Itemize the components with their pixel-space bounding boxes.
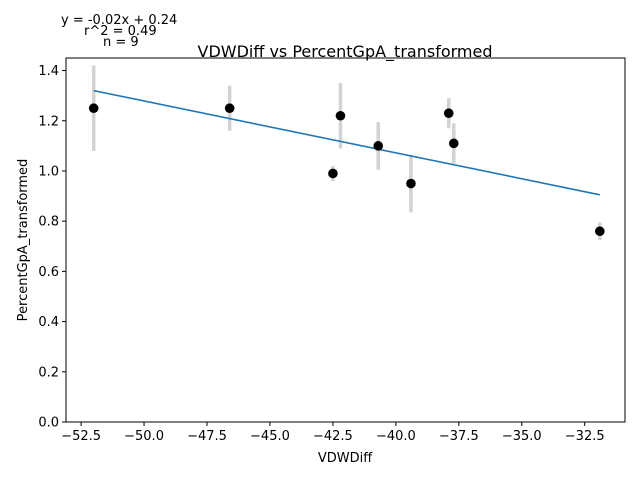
- points-group: [88, 103, 605, 237]
- r-squared-annotation: r^2 = 0.49: [84, 24, 157, 39]
- data-point-4: [373, 141, 384, 151]
- y-tick-label-3: 0.6: [38, 265, 59, 280]
- data-point-0: [88, 103, 99, 114]
- equation-annotation: y = -0.02x + 0.24: [61, 13, 178, 28]
- y-tick-label-5: 1.0: [38, 164, 59, 179]
- data-point-3: [328, 168, 338, 179]
- data-point-5: [406, 178, 416, 189]
- x-tick-label-6: −37.5: [439, 429, 479, 444]
- y-axis-ticks: 0.0 0.2 0.4 0.6 0.8 1.0 1.2 1.4: [38, 64, 66, 431]
- data-point-6: [443, 108, 454, 119]
- x-tick-label-0: −52.5: [61, 429, 101, 444]
- y-tick-label-6: 1.2: [38, 114, 59, 129]
- n-count-annotation: n = 9: [103, 35, 139, 50]
- fit-line: [93, 89, 600, 196]
- fit-line-group: [93, 89, 600, 196]
- x-tick-label-4: −42.5: [313, 429, 353, 444]
- x-tick-label-5: −40.0: [376, 429, 416, 444]
- x-axis-label: VDWDiff: [318, 451, 373, 466]
- chart-title: VDWDiff vs PercentGpA_transformed: [198, 42, 493, 62]
- x-tick-label-8: −32.5: [565, 429, 605, 444]
- x-axis-ticks: −52.5 −50.0 −47.5 −45.0 −42.5 −40.0 −37.5 −35.0…: [61, 422, 605, 444]
- y-tick-label-1: 0.2: [38, 365, 59, 380]
- x-tick-label-2: −47.5: [187, 429, 227, 444]
- data-point-7: [448, 138, 459, 149]
- data-point-1: [224, 103, 235, 114]
- y-tick-label-2: 0.4: [38, 315, 59, 330]
- y-tick-label-7: 1.4: [38, 64, 59, 79]
- plot-frame: [65, 57, 626, 423]
- data-point-8: [595, 226, 605, 237]
- x-tick-label-1: −50.0: [124, 429, 164, 444]
- x-tick-label-3: −45.0: [250, 429, 290, 444]
- y-axis-label: PercentGpA_transformed: [16, 159, 31, 322]
- data-point-2: [335, 110, 346, 121]
- y-tick-label-4: 0.8: [38, 215, 59, 230]
- x-tick-label-7: −35.0: [502, 429, 542, 444]
- y-tick-label-0: 0.0: [38, 416, 59, 431]
- errorbars-group: [91, 65, 602, 240]
